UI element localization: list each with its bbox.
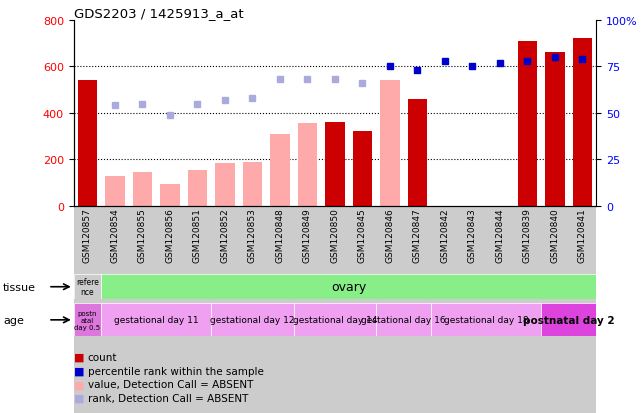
- Bar: [184, 206, 211, 413]
- Bar: [431, 304, 541, 337]
- Bar: [211, 304, 294, 337]
- Bar: [101, 304, 211, 337]
- Text: age: age: [3, 315, 24, 325]
- Text: gestational day 16: gestational day 16: [362, 316, 446, 325]
- Bar: [211, 206, 238, 413]
- Bar: [321, 206, 349, 413]
- Text: ■: ■: [74, 352, 84, 362]
- Bar: [404, 206, 431, 413]
- Bar: [298, 124, 317, 206]
- Text: count: count: [88, 352, 117, 362]
- Bar: [541, 304, 596, 337]
- Bar: [459, 206, 486, 413]
- Bar: [325, 123, 345, 206]
- Bar: [78, 81, 97, 206]
- Text: gestational day 18: gestational day 18: [444, 316, 528, 325]
- Bar: [74, 304, 101, 337]
- Text: rank, Detection Call = ABSENT: rank, Detection Call = ABSENT: [88, 393, 248, 403]
- Text: gestational day 14: gestational day 14: [293, 316, 377, 325]
- Bar: [101, 206, 129, 413]
- Bar: [243, 162, 262, 206]
- Bar: [513, 206, 541, 413]
- Bar: [266, 206, 294, 413]
- Bar: [271, 135, 290, 206]
- Bar: [294, 206, 321, 413]
- Bar: [74, 275, 101, 299]
- Bar: [74, 206, 101, 413]
- Bar: [569, 206, 596, 413]
- Text: value, Detection Call = ABSENT: value, Detection Call = ABSENT: [88, 380, 253, 389]
- Bar: [573, 39, 592, 206]
- Bar: [380, 81, 399, 206]
- Text: gestational day 11: gestational day 11: [114, 316, 199, 325]
- Text: ■: ■: [74, 393, 84, 403]
- Text: ■: ■: [74, 366, 84, 376]
- Bar: [353, 132, 372, 206]
- Text: ovary: ovary: [331, 280, 366, 294]
- Bar: [129, 206, 156, 413]
- Bar: [408, 100, 427, 206]
- Bar: [294, 304, 376, 337]
- Bar: [431, 206, 459, 413]
- Bar: [105, 176, 124, 206]
- Bar: [238, 206, 266, 413]
- Bar: [541, 206, 569, 413]
- Bar: [160, 185, 179, 206]
- Bar: [156, 206, 184, 413]
- Bar: [486, 206, 513, 413]
- Text: percentile rank within the sample: percentile rank within the sample: [88, 366, 263, 376]
- Bar: [215, 164, 235, 206]
- Bar: [545, 53, 565, 206]
- Bar: [188, 171, 207, 206]
- Text: tissue: tissue: [3, 282, 36, 292]
- Bar: [376, 206, 404, 413]
- Text: postn
atal
day 0.5: postn atal day 0.5: [74, 310, 101, 330]
- Bar: [349, 206, 376, 413]
- Text: GDS2203 / 1425913_a_at: GDS2203 / 1425913_a_at: [74, 7, 244, 19]
- Bar: [376, 304, 431, 337]
- Bar: [518, 42, 537, 206]
- Bar: [133, 173, 152, 206]
- Text: refere
nce: refere nce: [76, 278, 99, 297]
- Text: ■: ■: [74, 380, 84, 389]
- Text: postnatal day 2: postnatal day 2: [523, 315, 615, 325]
- Text: gestational day 12: gestational day 12: [210, 316, 295, 325]
